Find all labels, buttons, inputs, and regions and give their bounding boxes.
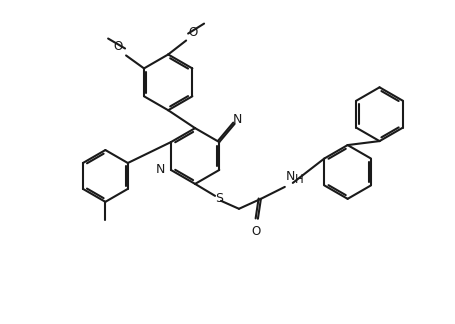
- Text: N: N: [156, 164, 165, 177]
- Text: H: H: [295, 173, 303, 186]
- Text: N: N: [233, 113, 243, 126]
- Text: O: O: [188, 26, 197, 39]
- Text: O: O: [114, 40, 123, 53]
- Text: O: O: [251, 225, 261, 238]
- Text: S: S: [215, 192, 223, 205]
- Text: N: N: [286, 170, 295, 183]
